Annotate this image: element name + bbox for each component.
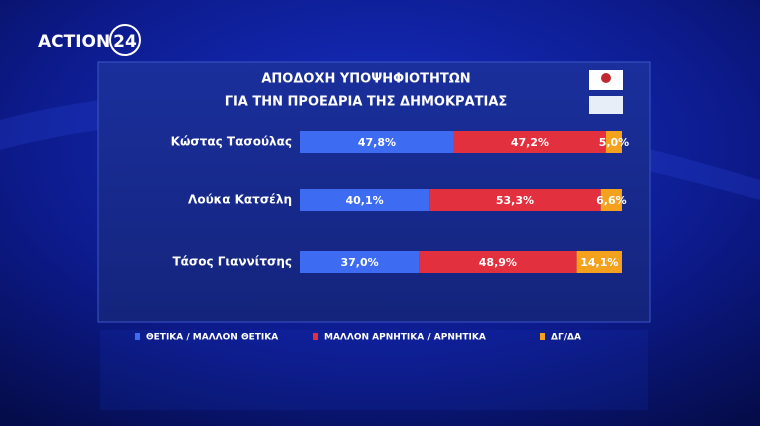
value-label: 5,0% (599, 136, 630, 149)
value-label: 40,1% (345, 194, 383, 207)
value-label: 6,6% (596, 194, 627, 207)
channel-name: ACTION (38, 32, 110, 52)
value-label: 14,1% (580, 256, 618, 269)
value-label: 53,3% (496, 194, 534, 207)
legend-swatch (313, 333, 318, 340)
legend-label: ΔΓ/ΔΑ (551, 333, 581, 343)
chart-title: ΓΙΑ ΤΗΝ ΠΡΟΕΔΡΙΑ ΤΗΣ ΔΗΜΟΚΡΑΤΙΑΣ (225, 95, 508, 110)
bar-segment (419, 251, 577, 273)
bar-segment (300, 251, 420, 273)
bar-segment (600, 189, 622, 211)
legend-label: ΘΕΤΙΚΑ / ΜΑΛΛΟΝ ΘΕΤΙΚΑ (146, 333, 278, 343)
channel-mini-logo (589, 96, 623, 114)
bar-segment (576, 251, 622, 273)
category-label: Κώστας Τασούλας (171, 135, 292, 149)
value-label: 47,2% (511, 136, 549, 149)
bar-segment (429, 189, 601, 211)
bar-segment (453, 131, 606, 153)
legend-swatch (540, 333, 545, 340)
chart-title: ΑΠΟΔΟΧΗ ΥΠΟΨΗΦΙΟΤΗΤΩΝ (261, 72, 470, 87)
category-label: Λούκα Κατσέλη (188, 193, 292, 207)
pollster-logo-mark (601, 73, 611, 83)
logo-ring (109, 24, 141, 56)
category-label: Τάσος Γιαννίτσης (172, 255, 292, 269)
bar-segment (300, 131, 454, 153)
channel-number: 24 (113, 32, 137, 52)
legend-swatch (135, 333, 140, 340)
legend-label: ΜΑΛΛΟΝ ΑΡΝΗΤΙΚΑ / ΑΡΝΗΤΙΚΑ (324, 333, 486, 343)
value-label: 47,8% (358, 136, 396, 149)
value-label: 37,0% (340, 256, 378, 269)
reflection (100, 330, 648, 410)
bar-segment (300, 189, 430, 211)
value-label: 48,9% (479, 256, 517, 269)
bar-segment (605, 131, 622, 153)
